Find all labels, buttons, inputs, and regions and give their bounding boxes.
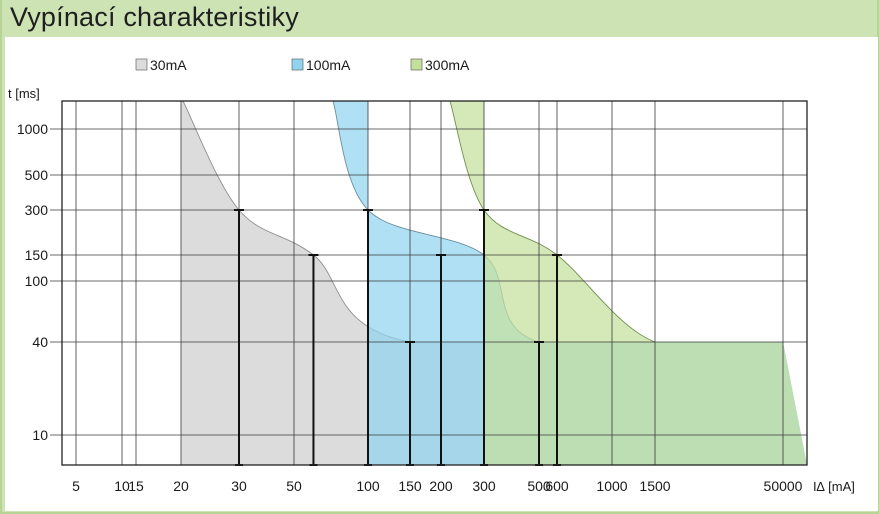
x-tick-label: 30 bbox=[231, 478, 247, 494]
x-tick-label: 600 bbox=[545, 478, 569, 494]
x-tick-label: 1000 bbox=[596, 478, 627, 494]
legend-swatch-30ma bbox=[135, 58, 148, 71]
x-tick-label: 15 bbox=[128, 478, 144, 494]
legend-label-100ma: 100mA bbox=[306, 57, 351, 73]
y-tick-label: 150 bbox=[25, 247, 49, 263]
x-tick-label: 50000 bbox=[764, 478, 803, 494]
y-axis-title: t [ms] bbox=[8, 86, 40, 101]
x-tick-label: 50 bbox=[286, 478, 302, 494]
x-tick-label: 5 bbox=[72, 478, 80, 494]
x-tick-label: 500 bbox=[527, 478, 551, 494]
page-title: Vypínací charakteristiky bbox=[10, 2, 299, 32]
y-tick-label: 500 bbox=[25, 167, 49, 183]
curve-30ma bbox=[182, 100, 411, 343]
legend-label-300ma: 300mA bbox=[425, 57, 470, 73]
legend: 30mA 100mA 300mA bbox=[135, 57, 470, 73]
region-300ma bbox=[450, 101, 807, 465]
y-tick-label: 300 bbox=[25, 202, 49, 218]
x-axis-title: I∆ [mA] bbox=[813, 479, 855, 494]
x-tick-label: 200 bbox=[429, 478, 453, 494]
y-tick-label: 10 bbox=[32, 427, 48, 443]
x-tick-label: 10 bbox=[114, 478, 130, 494]
x-tick-label: 20 bbox=[173, 478, 189, 494]
y-tick-label: 40 bbox=[32, 334, 48, 350]
legend-label-30ma: 30mA bbox=[150, 57, 187, 73]
curve-300ma bbox=[449, 100, 656, 343]
x-tick-label: 300 bbox=[472, 478, 496, 494]
x-tick-label: 100 bbox=[356, 478, 380, 494]
shaded-regions bbox=[181, 100, 807, 465]
legend-swatch-300ma bbox=[410, 58, 423, 71]
legend-swatch-100ma bbox=[291, 58, 304, 71]
x-tick-label: 150 bbox=[398, 478, 422, 494]
y-tick-label: 1000 bbox=[17, 121, 48, 137]
x-tick-label: 1500 bbox=[639, 478, 670, 494]
plot-border bbox=[61, 100, 808, 466]
y-tick-label: 100 bbox=[25, 273, 49, 289]
